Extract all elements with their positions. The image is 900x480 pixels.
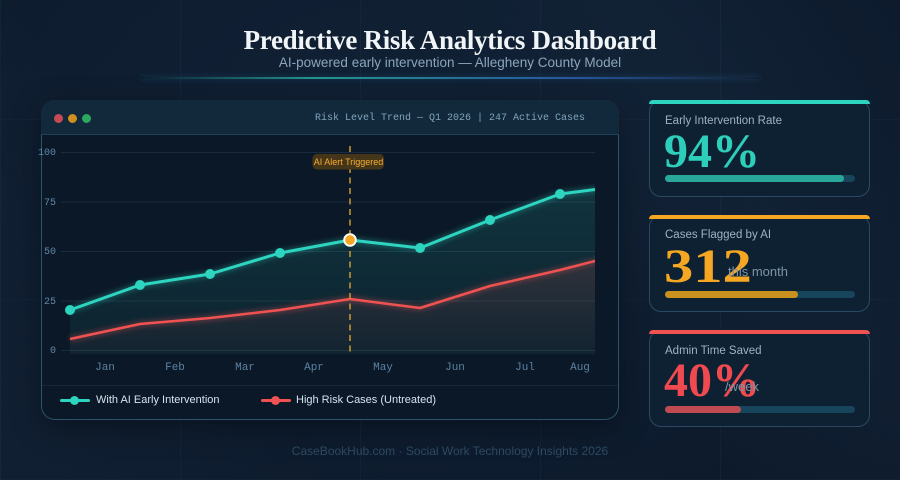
svg-text:Jun: Jun: [445, 362, 465, 374]
svg-text:Aug: Aug: [570, 362, 590, 374]
svg-text:May: May: [373, 362, 393, 374]
svg-text:Apr: Apr: [304, 362, 324, 374]
svg-text:Jul: Jul: [515, 362, 535, 374]
svg-text:Jan: Jan: [95, 362, 115, 374]
svg-text:Feb: Feb: [165, 362, 185, 374]
svg-text:AI Alert Triggered: AI Alert Triggered: [314, 157, 384, 167]
svg-text:Mar: Mar: [235, 362, 255, 374]
